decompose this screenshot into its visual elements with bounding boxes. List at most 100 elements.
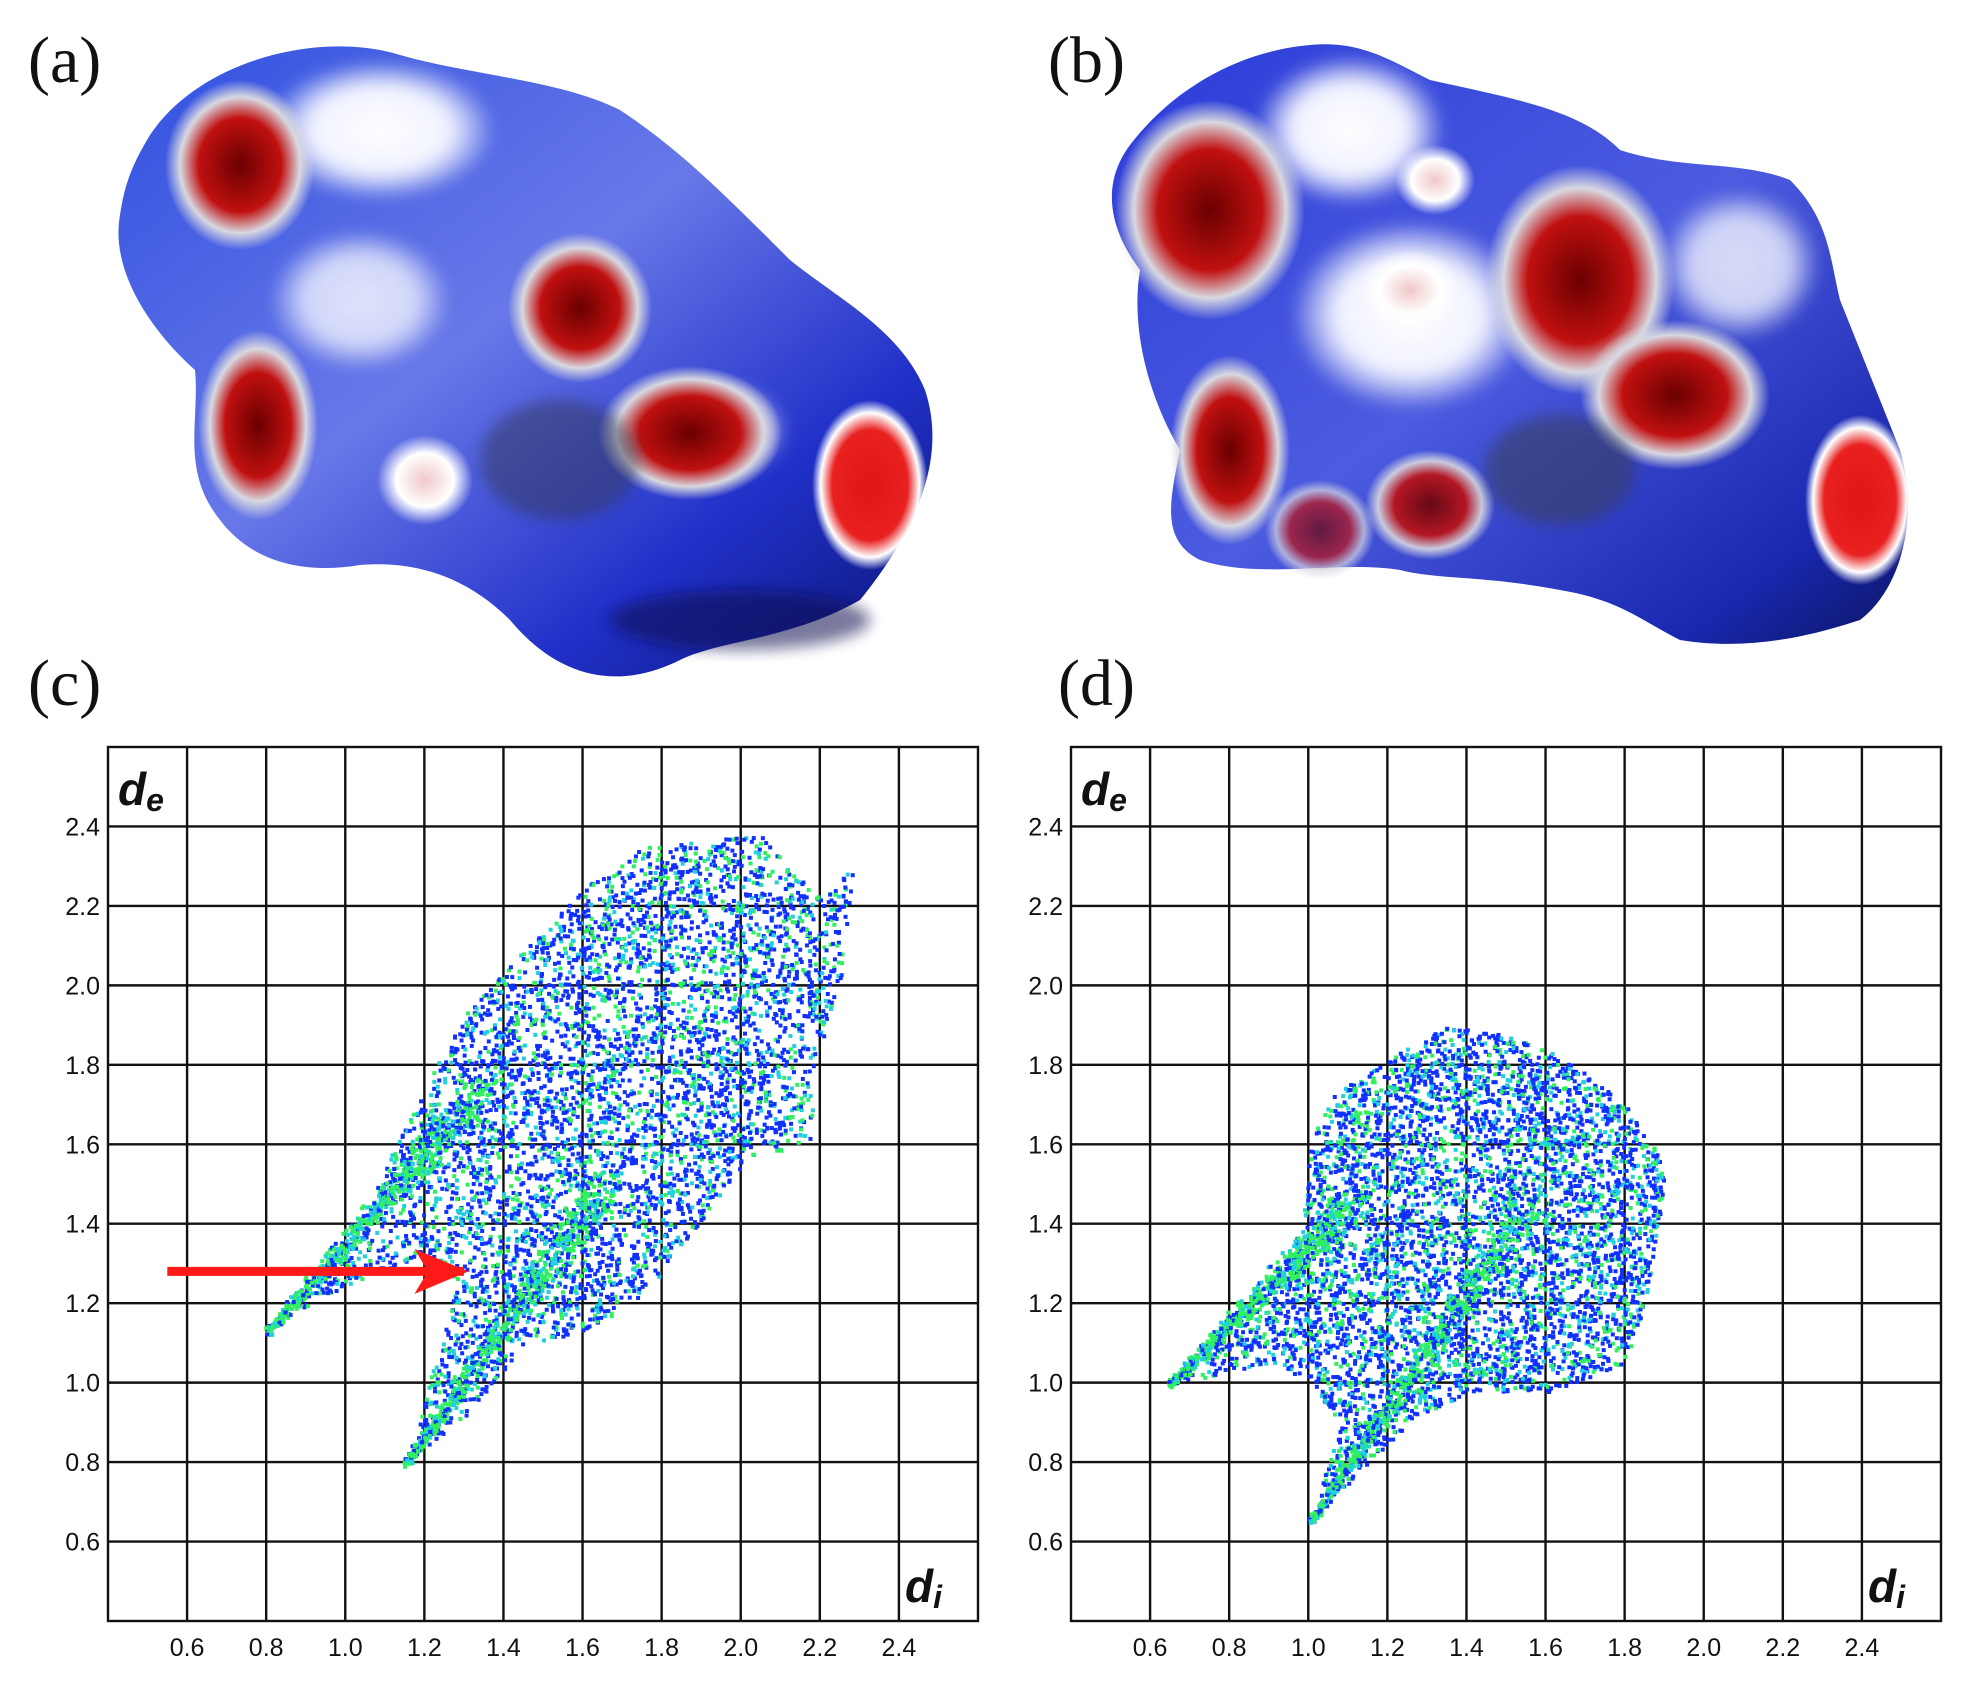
fingerprint-point bbox=[617, 1000, 622, 1005]
fingerprint-point bbox=[402, 1203, 407, 1208]
fingerprint-point bbox=[743, 1016, 748, 1021]
fingerprint-point bbox=[587, 1117, 592, 1122]
fingerprint-point bbox=[429, 1093, 434, 1098]
fingerprint-point bbox=[701, 920, 706, 925]
fingerprint-point bbox=[605, 884, 610, 889]
fingerprint-point bbox=[662, 947, 667, 952]
fingerprint-point bbox=[584, 1081, 589, 1086]
fingerprint-point bbox=[675, 1149, 680, 1154]
fingerprint-point bbox=[499, 1131, 504, 1136]
fingerprint-point bbox=[698, 1083, 703, 1088]
fingerprint-point bbox=[509, 1016, 514, 1021]
fingerprint-point bbox=[564, 1087, 569, 1092]
fingerprint-point bbox=[601, 877, 606, 882]
fingerprint-point bbox=[612, 1072, 617, 1077]
fingerprint-point bbox=[747, 855, 752, 860]
fingerprint-point bbox=[514, 1239, 519, 1244]
fingerprint-point bbox=[550, 941, 555, 946]
fingerprint-point bbox=[790, 1115, 795, 1120]
fingerprint-point bbox=[536, 1071, 541, 1076]
fingerprint-point bbox=[646, 1143, 651, 1148]
fingerprint-point bbox=[460, 1066, 465, 1071]
fingerprint-point bbox=[695, 1224, 700, 1229]
fingerprint-point bbox=[641, 1232, 646, 1237]
fingerprint-point bbox=[567, 1116, 572, 1121]
fingerprint-point bbox=[764, 1115, 769, 1120]
fingerprint-point bbox=[368, 1262, 373, 1267]
fingerprint-point bbox=[534, 1212, 539, 1217]
fingerprint-point bbox=[542, 937, 547, 942]
fingerprint-point bbox=[708, 896, 713, 901]
fingerprint-point bbox=[754, 922, 759, 927]
fingerprint-point bbox=[667, 923, 672, 928]
fingerprint-point bbox=[515, 1237, 520, 1242]
fingerprint-point bbox=[427, 1117, 432, 1122]
fingerprint-point bbox=[828, 915, 833, 920]
fingerprint-point bbox=[543, 1050, 548, 1055]
fingerprint-point bbox=[525, 1089, 530, 1094]
fingerprint-point bbox=[422, 1131, 427, 1136]
fingerprint-point bbox=[657, 875, 662, 880]
fingerprint-point bbox=[496, 1199, 501, 1204]
fingerprint-point bbox=[582, 1293, 587, 1298]
fingerprint-point bbox=[552, 1118, 557, 1123]
fingerprint-point bbox=[480, 1242, 485, 1247]
fingerprint-point bbox=[773, 1127, 778, 1132]
fingerprint-point bbox=[720, 969, 725, 974]
fingerprint-point bbox=[613, 1119, 618, 1124]
fingerprint-point bbox=[731, 1035, 736, 1040]
fingerprint-point bbox=[468, 1217, 473, 1222]
fingerprint-point bbox=[459, 1312, 464, 1317]
fingerprint-point bbox=[297, 1304, 302, 1309]
fingerprint-point bbox=[574, 958, 579, 963]
fingerprint-point bbox=[496, 1361, 501, 1366]
fingerprint-point bbox=[515, 1198, 520, 1203]
fingerprint-point bbox=[603, 1164, 608, 1169]
fingerprint-point bbox=[767, 968, 772, 973]
fingerprint-point bbox=[670, 1045, 675, 1050]
fingerprint-point bbox=[822, 903, 827, 908]
fingerprint-point bbox=[745, 1067, 750, 1072]
fingerprint-point bbox=[808, 1136, 813, 1141]
fingerprint-point bbox=[559, 1070, 564, 1075]
fingerprint-point bbox=[514, 1246, 519, 1251]
fingerprint-point bbox=[522, 1286, 527, 1291]
fingerprint-point bbox=[689, 841, 694, 846]
fingerprint-point bbox=[573, 1044, 578, 1049]
fingerprint-point bbox=[743, 1009, 748, 1014]
fingerprint-point bbox=[655, 1092, 660, 1097]
fingerprint-point bbox=[515, 1170, 520, 1175]
fingerprint-point bbox=[588, 1154, 593, 1159]
fingerprint-point bbox=[658, 1240, 663, 1245]
fingerprint-point bbox=[474, 1304, 479, 1309]
fingerprint-point bbox=[596, 1280, 601, 1285]
fingerprint-point bbox=[733, 993, 738, 998]
fingerprint-point bbox=[654, 1016, 659, 1021]
fingerprint-point bbox=[759, 841, 764, 846]
fingerprint-point bbox=[787, 1116, 792, 1121]
fingerprint-point bbox=[532, 1291, 537, 1296]
fingerprint-point bbox=[340, 1281, 345, 1286]
fingerprint-point bbox=[626, 1289, 631, 1294]
fingerprint-point bbox=[573, 1023, 578, 1028]
fingerprint-point bbox=[710, 1110, 715, 1115]
fingerprint-point bbox=[409, 1218, 414, 1223]
fingerprint-point bbox=[774, 1020, 779, 1025]
fingerprint-point bbox=[388, 1191, 393, 1196]
fingerprint-point bbox=[480, 1059, 485, 1064]
fingerprint-point bbox=[685, 869, 690, 874]
fingerprint-point bbox=[725, 1110, 730, 1115]
fingerprint-point bbox=[705, 1054, 710, 1059]
fingerprint-point bbox=[809, 913, 814, 918]
fingerprint-point bbox=[583, 1174, 588, 1179]
fingerprint-point bbox=[660, 860, 665, 865]
fingerprint-point bbox=[571, 1056, 576, 1061]
fingerprint-point bbox=[509, 1041, 514, 1046]
fingerprint-point bbox=[458, 1211, 463, 1216]
fingerprint-point bbox=[640, 1284, 645, 1289]
fingerprint-point bbox=[681, 1008, 686, 1013]
fingerprint-point bbox=[794, 972, 799, 977]
fingerprint-point bbox=[680, 1191, 685, 1196]
fingerprint-point bbox=[699, 1107, 704, 1112]
fingerprint-point bbox=[630, 1050, 635, 1055]
